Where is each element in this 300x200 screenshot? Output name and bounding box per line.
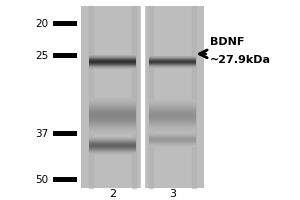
Bar — [89, 102, 136, 103]
Bar — [89, 148, 136, 149]
Bar — [89, 146, 136, 147]
Bar — [149, 100, 196, 101]
Bar — [89, 125, 136, 126]
Bar — [89, 141, 136, 142]
Bar — [149, 129, 196, 130]
Bar — [149, 127, 196, 128]
Text: 3: 3 — [169, 189, 176, 199]
Bar — [89, 149, 136, 150]
Bar — [149, 121, 196, 122]
Bar — [89, 110, 136, 111]
Bar — [81, 6, 204, 188]
Bar — [89, 142, 136, 143]
Bar — [89, 108, 136, 109]
Text: 2: 2 — [109, 189, 116, 199]
Bar — [52, 131, 76, 136]
Text: ~27.9kDa: ~27.9kDa — [210, 55, 271, 65]
Bar — [89, 106, 136, 107]
Bar — [89, 123, 136, 124]
Bar — [89, 98, 136, 99]
Bar — [149, 114, 196, 115]
Bar — [89, 103, 136, 104]
Bar — [89, 104, 136, 105]
Bar — [149, 106, 196, 107]
Bar — [89, 128, 136, 129]
Bar — [89, 114, 136, 115]
Bar — [89, 111, 136, 112]
Text: 37: 37 — [35, 129, 48, 139]
Bar — [149, 101, 196, 102]
Bar — [149, 116, 196, 117]
Bar — [149, 119, 196, 120]
Bar — [89, 150, 136, 151]
Bar — [149, 105, 196, 106]
Bar — [89, 138, 136, 139]
Bar — [89, 120, 136, 121]
Bar — [89, 113, 136, 114]
Bar — [89, 144, 136, 145]
Bar — [149, 117, 196, 118]
Bar — [149, 130, 196, 131]
Bar — [149, 109, 196, 110]
Bar — [89, 147, 136, 148]
Bar — [89, 116, 136, 117]
Text: 25: 25 — [35, 51, 48, 61]
Bar — [89, 132, 136, 133]
Bar — [89, 109, 136, 110]
Bar — [89, 131, 136, 132]
Bar — [149, 115, 196, 116]
Bar — [89, 107, 136, 108]
Bar — [149, 103, 196, 104]
Bar — [89, 139, 136, 140]
Bar — [149, 128, 196, 129]
Bar — [89, 137, 136, 138]
Bar — [89, 112, 136, 113]
Bar — [89, 127, 136, 128]
Bar — [89, 105, 136, 106]
Bar — [89, 133, 136, 134]
Bar — [149, 125, 196, 126]
Text: 20: 20 — [35, 19, 48, 29]
Bar — [149, 122, 196, 123]
Bar — [52, 177, 76, 182]
Bar — [149, 111, 196, 112]
Bar — [149, 113, 196, 114]
Bar — [149, 120, 196, 121]
Bar — [149, 126, 196, 127]
Bar — [89, 119, 136, 120]
Bar — [89, 152, 136, 153]
Bar — [89, 121, 136, 122]
Bar — [89, 115, 136, 116]
Bar — [89, 151, 136, 152]
Bar — [89, 143, 136, 144]
Bar — [149, 123, 196, 124]
Bar — [89, 122, 136, 123]
Bar — [89, 117, 136, 118]
Text: 50: 50 — [35, 175, 48, 185]
Bar — [89, 153, 136, 154]
Bar — [149, 118, 196, 119]
Bar — [89, 140, 136, 141]
Bar — [149, 102, 196, 103]
Bar — [89, 130, 136, 131]
Text: BDNF: BDNF — [210, 37, 244, 47]
Bar — [149, 112, 196, 113]
Bar — [89, 129, 136, 130]
Bar — [89, 145, 136, 146]
Bar — [149, 107, 196, 108]
Bar — [149, 131, 196, 132]
Bar — [52, 53, 76, 58]
Bar — [149, 110, 196, 111]
Bar — [52, 21, 76, 26]
Bar — [149, 104, 196, 105]
Bar — [89, 124, 136, 125]
Bar — [89, 100, 136, 101]
Bar — [89, 118, 136, 119]
Bar — [149, 124, 196, 125]
Bar — [149, 108, 196, 109]
Bar — [89, 126, 136, 127]
Bar — [89, 99, 136, 100]
Bar — [89, 154, 136, 155]
Bar — [89, 101, 136, 102]
